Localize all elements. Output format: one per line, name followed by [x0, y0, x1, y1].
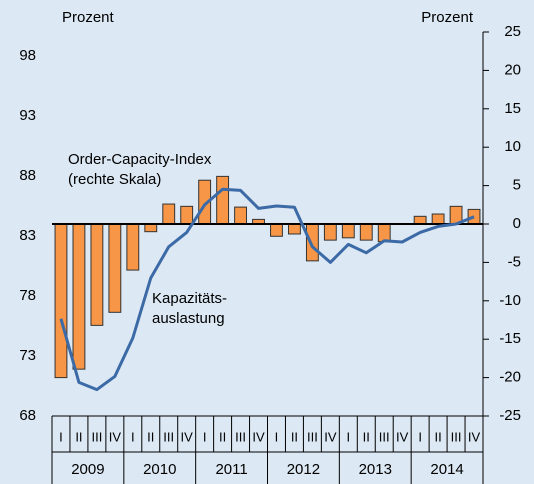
- bar: [359, 223, 373, 241]
- x-tick-label: III: [91, 429, 102, 444]
- x-tick-label: I: [275, 429, 279, 444]
- bar: [270, 223, 283, 237]
- y-tick-label: 73: [19, 347, 36, 364]
- x-tick-label: II: [291, 429, 298, 444]
- x-tick-label: I: [59, 429, 63, 444]
- y2-tick-label: 10: [504, 138, 521, 155]
- x-group-label: 2013: [359, 461, 392, 478]
- x-tick-label: III: [307, 429, 318, 444]
- y-tick-label: 88: [19, 167, 36, 184]
- y2-tick-label: 0: [513, 215, 521, 232]
- x-tick-label: IV: [468, 429, 481, 444]
- bar: [54, 223, 68, 379]
- y2-tick-label: 15: [504, 100, 521, 117]
- y2-tick-label: 20: [504, 61, 521, 78]
- x-tick-label: IV: [252, 429, 265, 444]
- bar: [126, 223, 140, 271]
- x-group-label: 2010: [143, 461, 176, 478]
- line: [59, 187, 475, 392]
- bar: [144, 223, 158, 233]
- bar: [413, 215, 427, 225]
- bar: [467, 208, 481, 225]
- y-tick-label: 83: [19, 227, 36, 244]
- bar: [341, 223, 355, 239]
- y2-tick-label: -10: [499, 292, 521, 309]
- x-group-label: 2014: [430, 461, 463, 478]
- x-tick-label: IV: [324, 429, 337, 444]
- annotation: Kapazitäts-: [152, 290, 227, 307]
- bar: [305, 223, 319, 262]
- x-tick-label: IV: [396, 429, 409, 444]
- annotation: auslastung: [152, 310, 225, 327]
- x-group-label: 2009: [71, 461, 104, 478]
- bar: [108, 223, 122, 313]
- x-tick-label: III: [163, 429, 174, 444]
- x-tick-label: I: [418, 429, 422, 444]
- x-tick-label: III: [451, 429, 462, 444]
- y-tick-label: 93: [19, 107, 36, 124]
- x-tick-label: IV: [181, 429, 194, 444]
- y2-tick-label: 25: [504, 23, 521, 40]
- bar: [216, 175, 230, 225]
- bar: [162, 203, 176, 225]
- x-group-label: 2012: [287, 461, 320, 478]
- bar: [90, 223, 104, 326]
- x-tick-label: III: [235, 429, 246, 444]
- y2-axis-label: Prozent: [421, 9, 474, 26]
- x-tick-label: I: [203, 429, 207, 444]
- x-tick-label: II: [75, 429, 82, 444]
- bar: [431, 213, 445, 225]
- x-tick-label: IV: [109, 429, 122, 444]
- y2-tick-label: -15: [499, 330, 521, 347]
- y-axis-label: Prozent: [62, 9, 115, 26]
- x-tick-label: III: [379, 429, 390, 444]
- x-tick-label: I: [347, 429, 351, 444]
- x-tick-label: II: [434, 429, 441, 444]
- bar: [234, 206, 247, 225]
- y2-tick-label: -5: [508, 253, 521, 270]
- x-tick-label: I: [131, 429, 135, 444]
- x-tick-label: II: [363, 429, 370, 444]
- bar: [323, 223, 337, 241]
- y-tick-label: 78: [19, 287, 36, 304]
- y-tick-label: 68: [19, 407, 36, 424]
- y2-tick-label: 5: [513, 177, 521, 194]
- bar: [72, 223, 86, 370]
- y2-tick-label: -20: [499, 369, 521, 386]
- y2-tick-label: -25: [499, 407, 521, 424]
- bar: [377, 223, 391, 243]
- x-tick-label: II: [147, 429, 154, 444]
- x-tick-label: II: [219, 429, 226, 444]
- x-group-label: 2011: [215, 461, 247, 478]
- bar: [180, 205, 194, 225]
- bar: [288, 223, 301, 235]
- annotation: (rechte Skala): [68, 171, 161, 188]
- annotation: Order-Capacity-Index: [68, 151, 212, 168]
- y-tick-label: 98: [19, 47, 36, 64]
